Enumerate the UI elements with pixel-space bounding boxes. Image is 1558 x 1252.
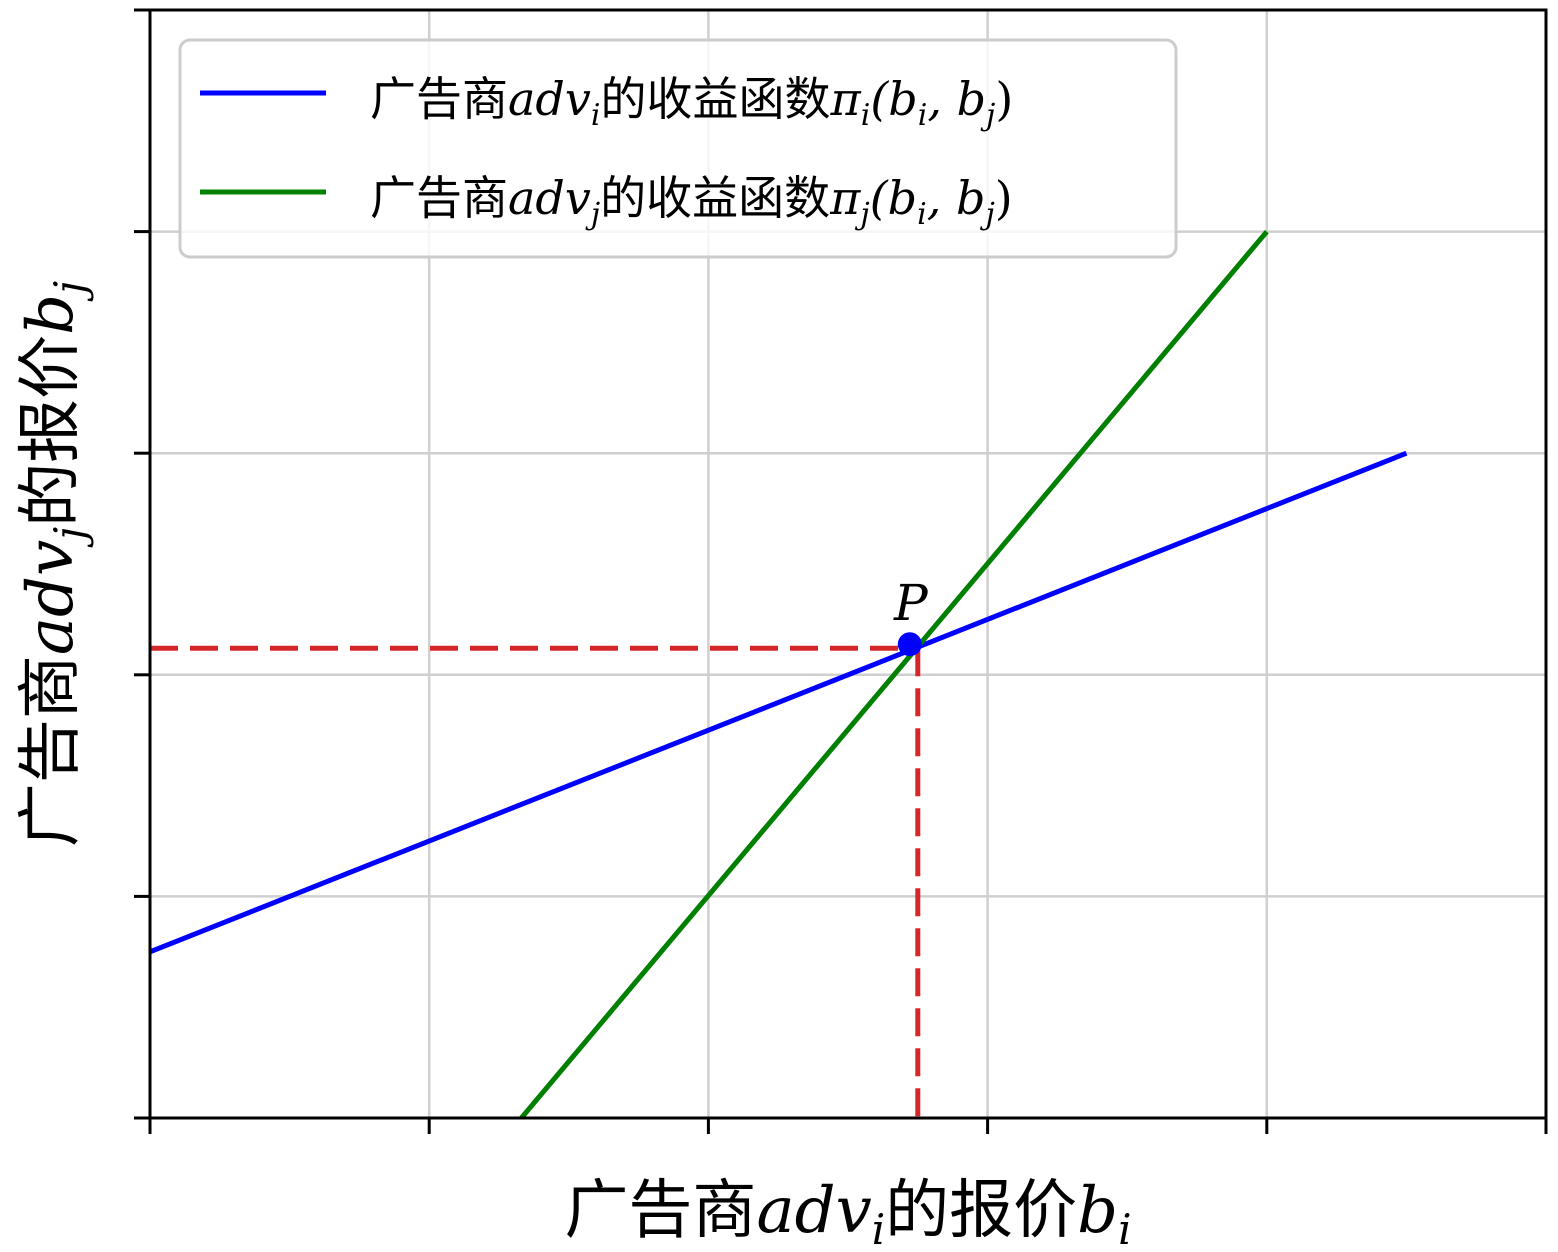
y-axis-label: 广告商advj的报价bj bbox=[14, 281, 94, 847]
series bbox=[149, 229, 1408, 1120]
legend-label-series-1: 广告商advj的收益函数πj(bi, bj) bbox=[370, 171, 1013, 232]
series-line-0 bbox=[149, 450, 1408, 955]
intersection-marker bbox=[897, 632, 922, 657]
intersection-point bbox=[897, 632, 922, 657]
series-line-1 bbox=[519, 229, 1269, 1120]
x-axis-label: 广告商advi的报价bi bbox=[564, 1174, 1131, 1252]
guide-lines bbox=[150, 645, 921, 1118]
legend-label-series-0: 广告商advi的收益函数πi(bi, bj) bbox=[370, 72, 1013, 133]
intersection-label: P bbox=[893, 574, 929, 632]
legend: 广告商advi的收益函数πi(bi, bj) 广告商advj的收益函数πj(bi… bbox=[178, 38, 1178, 259]
plot-frame bbox=[148, 8, 1548, 1120]
legend-box bbox=[178, 38, 1178, 259]
axes bbox=[134, 8, 1548, 1134]
